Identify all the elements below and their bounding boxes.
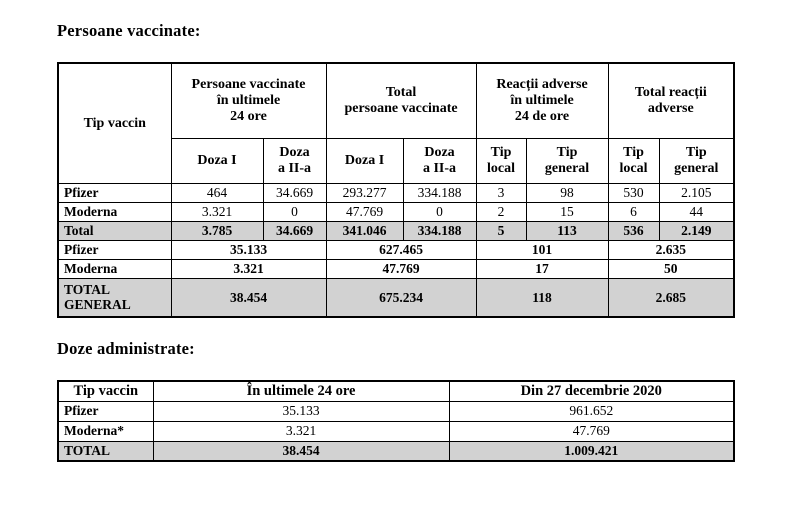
cell-value: 47.769 <box>325 202 404 222</box>
cell-value: 38.454 <box>152 440 450 462</box>
cell-value: 2.149 <box>658 221 735 241</box>
cell-value: 2 <box>475 202 527 222</box>
cell-value: 47.769 <box>325 259 477 279</box>
cell-value: 3.321 <box>170 259 327 279</box>
cell-value: 961.652 <box>448 400 735 422</box>
cell-value: 464 <box>170 183 264 203</box>
cell-value: 113 <box>525 221 609 241</box>
cell-value: 98 <box>525 183 609 203</box>
cell-value: 530 <box>607 183 660 203</box>
corner-header-tip-vaccin: Tip vaccin <box>57 62 172 184</box>
cell-value: 1.009.421 <box>448 440 735 462</box>
row-label: Pfizer <box>57 183 172 203</box>
subheader-tip-general-24h: Tip general <box>525 138 609 184</box>
subheader-tip-local-24h: Tip local <box>475 138 527 184</box>
row-label: Total <box>57 221 172 241</box>
row-label: TOTAL GENERAL <box>57 278 172 317</box>
cell-value: 3.785 <box>170 221 264 241</box>
cell-value: 2.635 <box>607 240 735 260</box>
subheader-doza1-24h: Doza I <box>170 138 264 184</box>
row-label: Moderna <box>57 202 172 222</box>
subheader-tip-local-total: Tip local <box>607 138 660 184</box>
subheader-doza2-24h: Doza a II-a <box>262 138 327 184</box>
cell-value: 2.105 <box>658 183 735 203</box>
header-row: Tip vaccin În ultimele 24 ore Din 27 dec… <box>57 380 735 402</box>
cell-value: 0 <box>262 202 327 222</box>
cell-value: 0 <box>402 202 477 222</box>
row-label: Pfizer <box>57 400 154 422</box>
cell-value: 15 <box>525 202 609 222</box>
table-row-total-doses: Total 3.785 34.669 341.046 334.188 5 113… <box>57 221 735 241</box>
table-row-pfizer: Pfizer 35.133 961.652 <box>57 400 735 422</box>
table-row-moderna-daily: Moderna 3.321 0 47.769 0 2 15 6 44 <box>57 202 735 222</box>
table-row-pfizer-combined: Pfizer 35.133 627.465 101 2.635 <box>57 240 735 260</box>
persons-vaccinated-table: Tip vaccin Persoane vaccinate în ultimel… <box>57 62 736 318</box>
cell-value: 17 <box>475 259 609 279</box>
table-row-moderna-combined: Moderna 3.321 47.769 17 50 <box>57 259 735 279</box>
cell-value: 50 <box>607 259 735 279</box>
group-header-total-vaccinati: Total persoane vaccinate <box>325 62 477 139</box>
column-header-din-27-decembrie: Din 27 decembrie 2020 <box>448 380 735 402</box>
cell-value: 3.321 <box>152 420 450 442</box>
cell-value: 536 <box>607 221 660 241</box>
cell-value: 3 <box>475 183 527 203</box>
cell-value: 38.454 <box>170 278 327 317</box>
section-title-doze-administrate: Doze administrate: <box>57 339 195 358</box>
table-row-pfizer-daily: Pfizer 464 34.669 293.277 334.188 3 98 5… <box>57 183 735 203</box>
cell-value: 35.133 <box>170 240 327 260</box>
subheader-tip-general-total: Tip general <box>658 138 735 184</box>
cell-value: 3.321 <box>170 202 264 222</box>
row-label: Moderna <box>57 259 172 279</box>
cell-value: 5 <box>475 221 527 241</box>
cell-value: 44 <box>658 202 735 222</box>
subheader-doza1-total: Doza I <box>325 138 404 184</box>
column-header-ultimele-24-ore: În ultimele 24 ore <box>152 380 450 402</box>
subheader-doza2-total: Doza a II-a <box>402 138 477 184</box>
cell-value: 101 <box>475 240 609 260</box>
group-header-total-reactii: Total reacții adverse <box>607 62 735 139</box>
cell-value: 6 <box>607 202 660 222</box>
table-row-moderna: Moderna* 3.321 47.769 <box>57 420 735 442</box>
group-header-reactii-24h: Reacții adverse în ultimele 24 de ore <box>475 62 609 139</box>
column-header-tip-vaccin: Tip vaccin <box>57 380 154 402</box>
doses-administered-table: Tip vaccin În ultimele 24 ore Din 27 dec… <box>57 380 735 462</box>
cell-value: 627.465 <box>325 240 477 260</box>
section-title-persoane-vaccinate: Persoane vaccinate: <box>57 21 201 40</box>
table-row-total: TOTAL 38.454 1.009.421 <box>57 440 735 462</box>
cell-value: 341.046 <box>325 221 404 241</box>
group-header-row: Tip vaccin Persoane vaccinate în ultimel… <box>57 62 735 184</box>
cell-value: 35.133 <box>152 400 450 422</box>
cell-value: 334.188 <box>402 183 477 203</box>
row-label: Pfizer <box>57 240 172 260</box>
cell-value: 34.669 <box>262 221 327 241</box>
cell-value: 47.769 <box>448 420 735 442</box>
cell-value: 334.188 <box>402 221 477 241</box>
cell-value: 2.685 <box>607 278 735 317</box>
cell-value: 293.277 <box>325 183 404 203</box>
group-header-vaccinati-24h: Persoane vaccinate în ultimele 24 ore <box>170 62 327 139</box>
row-label: Moderna* <box>57 420 154 442</box>
sub-header-row: Doza I Doza a II-a Doza I Doza a II-a Ti… <box>58 138 735 184</box>
cell-value: 34.669 <box>262 183 327 203</box>
row-label: TOTAL <box>57 440 154 462</box>
cell-value: 118 <box>475 278 609 317</box>
cell-value: 675.234 <box>325 278 477 317</box>
table-row-total-general: TOTAL GENERAL 38.454 675.234 118 2.685 <box>57 278 735 317</box>
